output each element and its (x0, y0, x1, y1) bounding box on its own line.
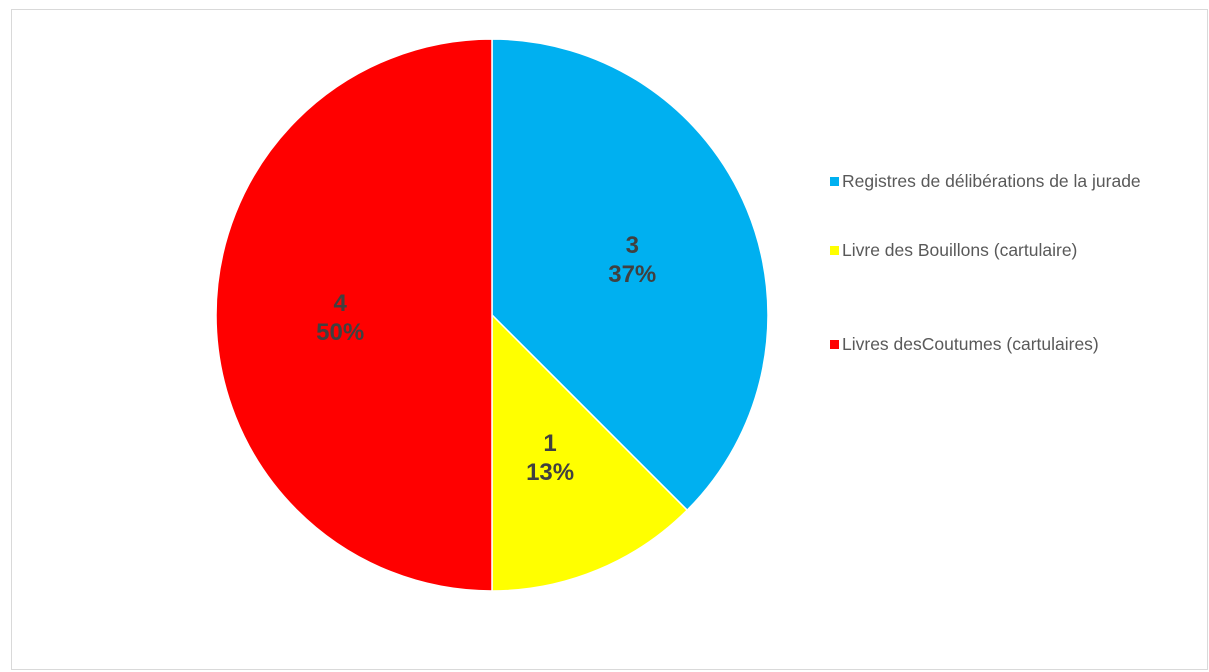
legend-swatch-coutumes (830, 340, 839, 349)
legend-entry-bouillons: Livre des Bouillons (cartulaire) (830, 239, 1200, 262)
pie-slice-registres (491, 38, 769, 512)
pie-slice-coutumes (215, 38, 493, 592)
data-label-percent-registres: 37% (608, 261, 656, 288)
data-label-value-bouillons: 1 (543, 430, 556, 457)
data-label-value-registres: 3 (626, 232, 639, 259)
pie-slice-bouillons (491, 313, 689, 592)
legend-entry-coutumes: Livres desCoutumes (cartulaires) (830, 333, 1200, 356)
data-label-value-coutumes: 4 (334, 290, 348, 317)
pie-data-labels: 337% 113% 450% (316, 232, 656, 486)
legend-label-bouillons: Livre des Bouillons (cartulaire) (842, 240, 1078, 260)
legend-label-coutumes: Livres desCoutumes (cartulaires) (842, 334, 1099, 354)
data-label-percent-bouillons: 13% (526, 459, 574, 486)
legend-label-registres: Registres de délibérations de la jurade (842, 171, 1141, 191)
data-label-percent-coutumes: 50% (316, 319, 364, 346)
legend-swatch-registres (830, 177, 839, 186)
chart-legend: Registres de délibérations de la jurade … (830, 170, 1200, 402)
legend-swatch-bouillons (830, 246, 839, 255)
legend-entry-registres: Registres de délibérations de la jurade (830, 170, 1200, 193)
pie-slices (215, 38, 769, 592)
